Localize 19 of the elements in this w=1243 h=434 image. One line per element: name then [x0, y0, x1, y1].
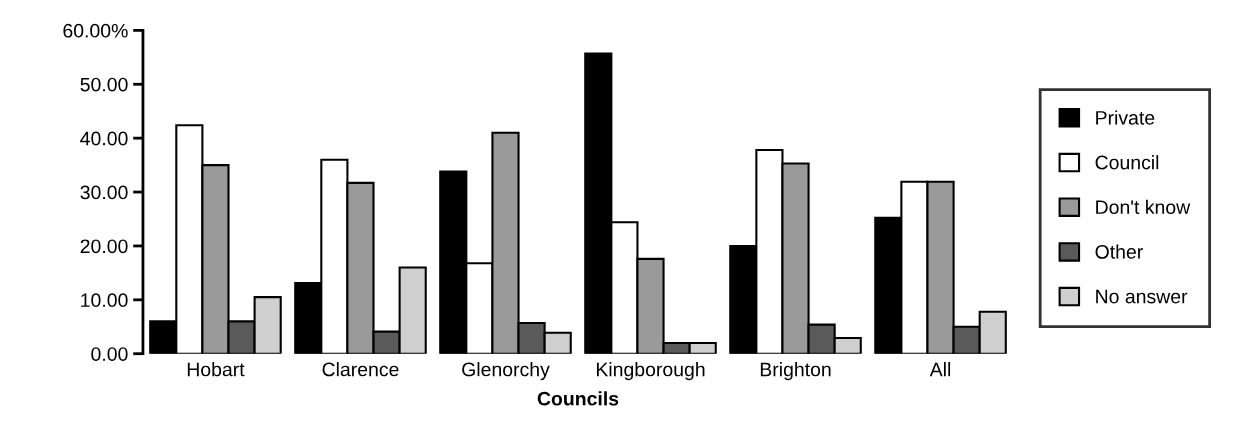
y-tick-label: 20.00 [80, 239, 128, 254]
y-tick-label: 10.00 [81, 293, 128, 308]
x-tick-label: Clarence [322, 362, 399, 377]
y-tick-label: 0.00 [91, 347, 128, 361]
legend-label: Private [1096, 110, 1155, 125]
legend-label: Other [1095, 244, 1143, 259]
y-tick-label: 30.00 [80, 185, 128, 200]
y-tick-label: 60.00% [63, 23, 128, 38]
legend-label: No answer [1096, 289, 1188, 304]
y-tick-label: 40.00 [80, 131, 128, 146]
x-tick-label: All [929, 362, 951, 377]
legend-label: Don't know [1096, 199, 1191, 215]
legend-label: Council [1095, 155, 1159, 170]
x-tick-label: Hobart [187, 362, 245, 377]
y-tick-label: 50.00 [80, 77, 128, 92]
x-tick-label: Kingborough [596, 362, 705, 381]
x-tick-label: Glenorchy [462, 362, 550, 381]
x-tick-label: Brighton [760, 362, 831, 381]
x-axis-title: Councils [537, 391, 619, 406]
